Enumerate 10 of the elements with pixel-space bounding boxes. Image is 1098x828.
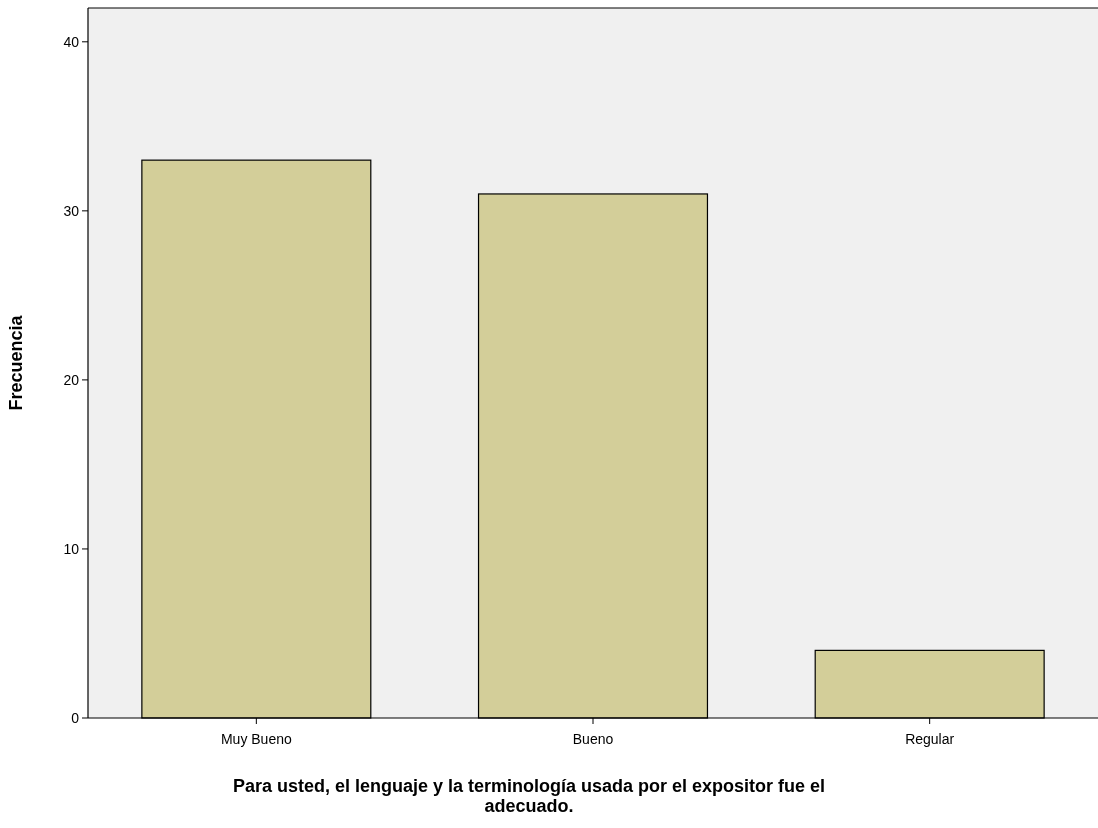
y-tick-label: 10: [63, 540, 80, 557]
x-axis-title: Para usted, el lenguaje y la terminología usada por el expositor fue el adecuado.: [232, 776, 826, 816]
x-tick-label: Muy Bueno: [220, 731, 292, 747]
x-tick-label: Regular: [905, 731, 955, 747]
x-tick-label: Bueno: [572, 731, 614, 747]
y-tick-label: 30: [63, 202, 80, 219]
y-axis-title: Frecuencia: [6, 314, 26, 411]
y-tick-label: 0: [71, 709, 80, 726]
y-tick-label: 20: [63, 371, 80, 388]
y-tick-label: 40: [63, 33, 80, 50]
